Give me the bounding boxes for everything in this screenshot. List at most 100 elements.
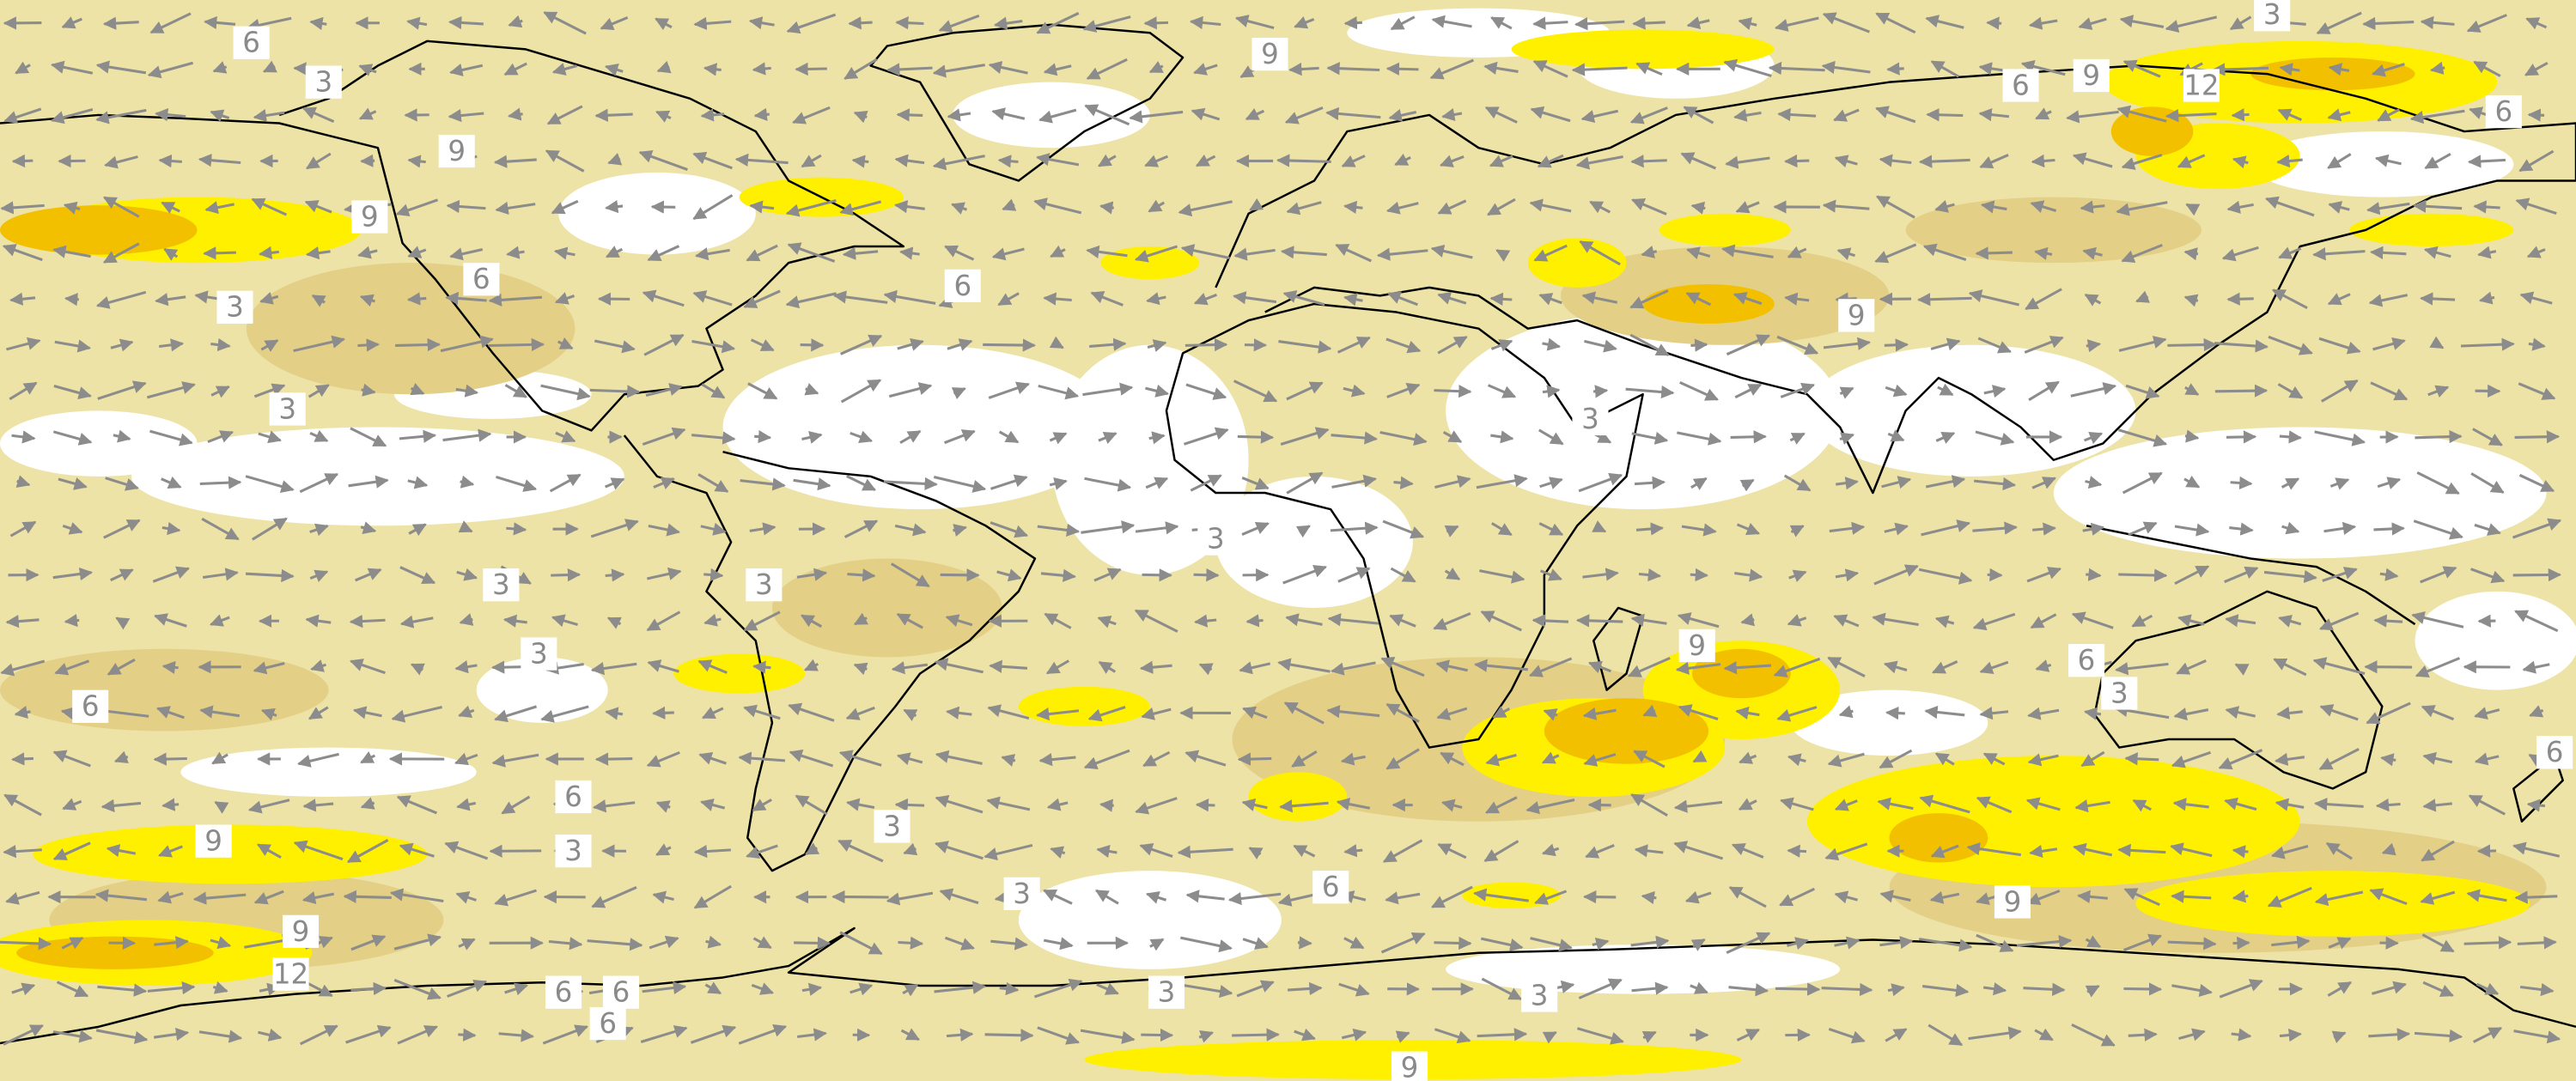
wind-arrow bbox=[1827, 752, 1865, 768]
wind-arrow bbox=[2328, 63, 2350, 76]
contour-label-group: 6 bbox=[545, 975, 582, 1009]
wind-arrow bbox=[1437, 843, 1467, 859]
wind-arrow bbox=[1279, 799, 1329, 813]
contour-label-box bbox=[2002, 69, 2039, 102]
wind-arrow bbox=[0, 201, 45, 215]
wind-arrow bbox=[801, 430, 823, 444]
wind-arrow bbox=[2226, 292, 2254, 306]
wind-arrow bbox=[458, 938, 476, 950]
wind-arrow bbox=[61, 16, 82, 29]
wind-arrow bbox=[305, 981, 333, 998]
wind-arrow bbox=[1385, 748, 1420, 770]
contour-label: 6 bbox=[2546, 736, 2564, 768]
wind-arrow bbox=[2071, 1023, 2116, 1047]
wind-arrow bbox=[2131, 614, 2153, 628]
wind-arrow bbox=[54, 339, 91, 353]
wind-arrow bbox=[1139, 660, 1172, 674]
wind-arrow bbox=[1539, 477, 1563, 489]
wind-arrow bbox=[52, 841, 91, 860]
wind-arrow bbox=[2527, 108, 2545, 122]
wind-arrow bbox=[260, 339, 279, 352]
wind-arrow bbox=[1135, 797, 1178, 815]
wind-arrow bbox=[1783, 474, 1812, 492]
contour-label: 9 bbox=[1848, 299, 1866, 331]
wind-arrow bbox=[1919, 794, 1970, 814]
wind-arrow bbox=[2331, 1030, 2347, 1043]
wind-arrow bbox=[97, 983, 148, 997]
contour-label: 9 bbox=[1401, 1052, 1419, 1081]
wind-arrow bbox=[785, 292, 837, 309]
wind-arrow bbox=[896, 752, 923, 766]
wind-arrow bbox=[11, 982, 36, 996]
wind-arrow bbox=[1583, 890, 1617, 904]
wind-arrow bbox=[1738, 17, 1757, 31]
wind-arrow bbox=[1883, 660, 1908, 674]
wind-arrow bbox=[1972, 612, 2016, 631]
wind-arrow bbox=[1975, 246, 2013, 260]
wind-arrow bbox=[1542, 385, 1561, 398]
contour-region bbox=[1215, 476, 1413, 608]
wind-arrow bbox=[406, 16, 428, 30]
wind-arrow bbox=[106, 844, 137, 858]
wind-arrow bbox=[395, 337, 441, 352]
wind-arrow bbox=[1541, 843, 1560, 857]
wind-arrow bbox=[549, 473, 582, 493]
wind-arrow bbox=[1484, 796, 1518, 814]
wind-arrow bbox=[64, 293, 79, 307]
wind-arrow bbox=[1149, 938, 1165, 951]
wind-arrow bbox=[903, 708, 918, 721]
wind-arrow bbox=[1477, 1028, 1528, 1042]
wind-arrow bbox=[2165, 109, 2217, 123]
wind-arrow bbox=[2025, 288, 2062, 311]
wind-arrow bbox=[5, 615, 40, 629]
wind-arrow bbox=[0, 937, 52, 950]
wind-arrow bbox=[110, 568, 134, 582]
wind-arrow bbox=[740, 477, 786, 491]
wind-arrow bbox=[1829, 521, 1866, 535]
wind-arrow bbox=[2313, 797, 2364, 811]
wind-arrow bbox=[1530, 106, 1571, 123]
wind-arrow bbox=[1343, 936, 1365, 950]
wind-arrow bbox=[545, 149, 585, 173]
wind-arrow bbox=[2529, 705, 2544, 718]
wind-arrow bbox=[1326, 62, 1380, 76]
wind-arrow bbox=[1634, 844, 1664, 858]
contour-region bbox=[2135, 871, 2530, 937]
wind-arrow bbox=[1592, 520, 1607, 533]
wind-arrow bbox=[1480, 937, 1524, 952]
wind-arrow bbox=[640, 1025, 688, 1043]
wind-arrow bbox=[1538, 293, 1562, 306]
wind-arrow bbox=[754, 429, 772, 444]
wind-arrow bbox=[2415, 429, 2463, 444]
wind-arrow bbox=[697, 473, 729, 493]
wind-arrow bbox=[1921, 519, 1971, 537]
wind-arrow bbox=[2083, 707, 2102, 720]
contour-label-box bbox=[2485, 94, 2522, 129]
wind-arrow bbox=[938, 14, 980, 33]
contour-label: 6 bbox=[1322, 871, 1340, 903]
wind-arrow bbox=[540, 705, 589, 723]
wind-arrow bbox=[1839, 432, 1855, 445]
wind-arrow bbox=[1483, 61, 1519, 75]
wind-arrow bbox=[56, 981, 89, 998]
contour-label: 9 bbox=[204, 825, 222, 858]
wind-arrow bbox=[1827, 656, 1866, 677]
wind-arrow bbox=[648, 523, 680, 537]
wind-arrow bbox=[2124, 752, 2159, 766]
wind-arrow bbox=[1431, 15, 1472, 28]
wind-arrow bbox=[1879, 749, 1913, 769]
contour-label-group: 3 bbox=[1521, 979, 1558, 1012]
wind-arrow bbox=[2086, 339, 2102, 353]
wind-arrow bbox=[2368, 294, 2409, 307]
contour-label-group: 9 bbox=[195, 824, 232, 858]
coastline bbox=[1592, 606, 1644, 691]
wind-arrow bbox=[2372, 63, 2405, 77]
wind-arrow bbox=[456, 568, 478, 581]
wind-arrow bbox=[251, 197, 288, 216]
wind-arrow bbox=[1440, 751, 1465, 767]
wind-arrow bbox=[305, 152, 332, 170]
wind-arrow bbox=[1589, 200, 1611, 214]
wind-arrow bbox=[1440, 799, 1463, 812]
wind-arrow bbox=[555, 430, 576, 443]
contour-label: 3 bbox=[530, 637, 548, 670]
